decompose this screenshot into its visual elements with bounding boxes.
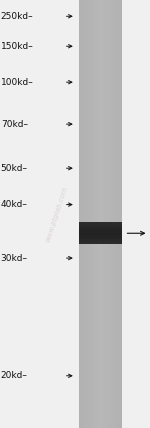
Bar [79,0,122,428]
Text: 40kd–: 40kd– [1,200,28,209]
Bar [79,239,122,242]
Bar [111,0,113,428]
Bar [94,0,96,428]
Text: 30kd–: 30kd– [1,253,28,263]
Text: 250kd–: 250kd– [1,12,33,21]
Bar [87,0,89,428]
Bar [79,225,122,227]
Bar [100,0,102,428]
Bar [109,0,111,428]
Text: 70kd–: 70kd– [1,119,28,129]
Text: 150kd–: 150kd– [1,42,33,51]
Bar [98,0,100,428]
Bar [96,0,98,428]
Bar [113,0,115,428]
Bar [89,0,92,428]
Bar [83,0,85,428]
Bar [79,222,122,225]
Bar [92,0,94,428]
Bar [79,242,122,244]
Bar [79,0,81,428]
Bar [79,234,122,236]
Bar [119,0,122,428]
Text: www.ptglab.com: www.ptglab.com [45,185,69,243]
Bar [79,227,122,230]
Bar [79,230,122,233]
Text: 20kd–: 20kd– [1,371,28,380]
Bar [79,222,122,244]
Text: 100kd–: 100kd– [1,77,33,87]
Bar [115,0,117,428]
Bar [85,0,87,428]
Text: 50kd–: 50kd– [1,163,28,173]
Bar [79,236,122,239]
Bar [81,0,83,428]
Bar [79,231,122,234]
Bar [106,0,109,428]
Bar [104,0,106,428]
Bar [117,0,119,428]
Bar [79,233,122,235]
Bar [102,0,104,428]
